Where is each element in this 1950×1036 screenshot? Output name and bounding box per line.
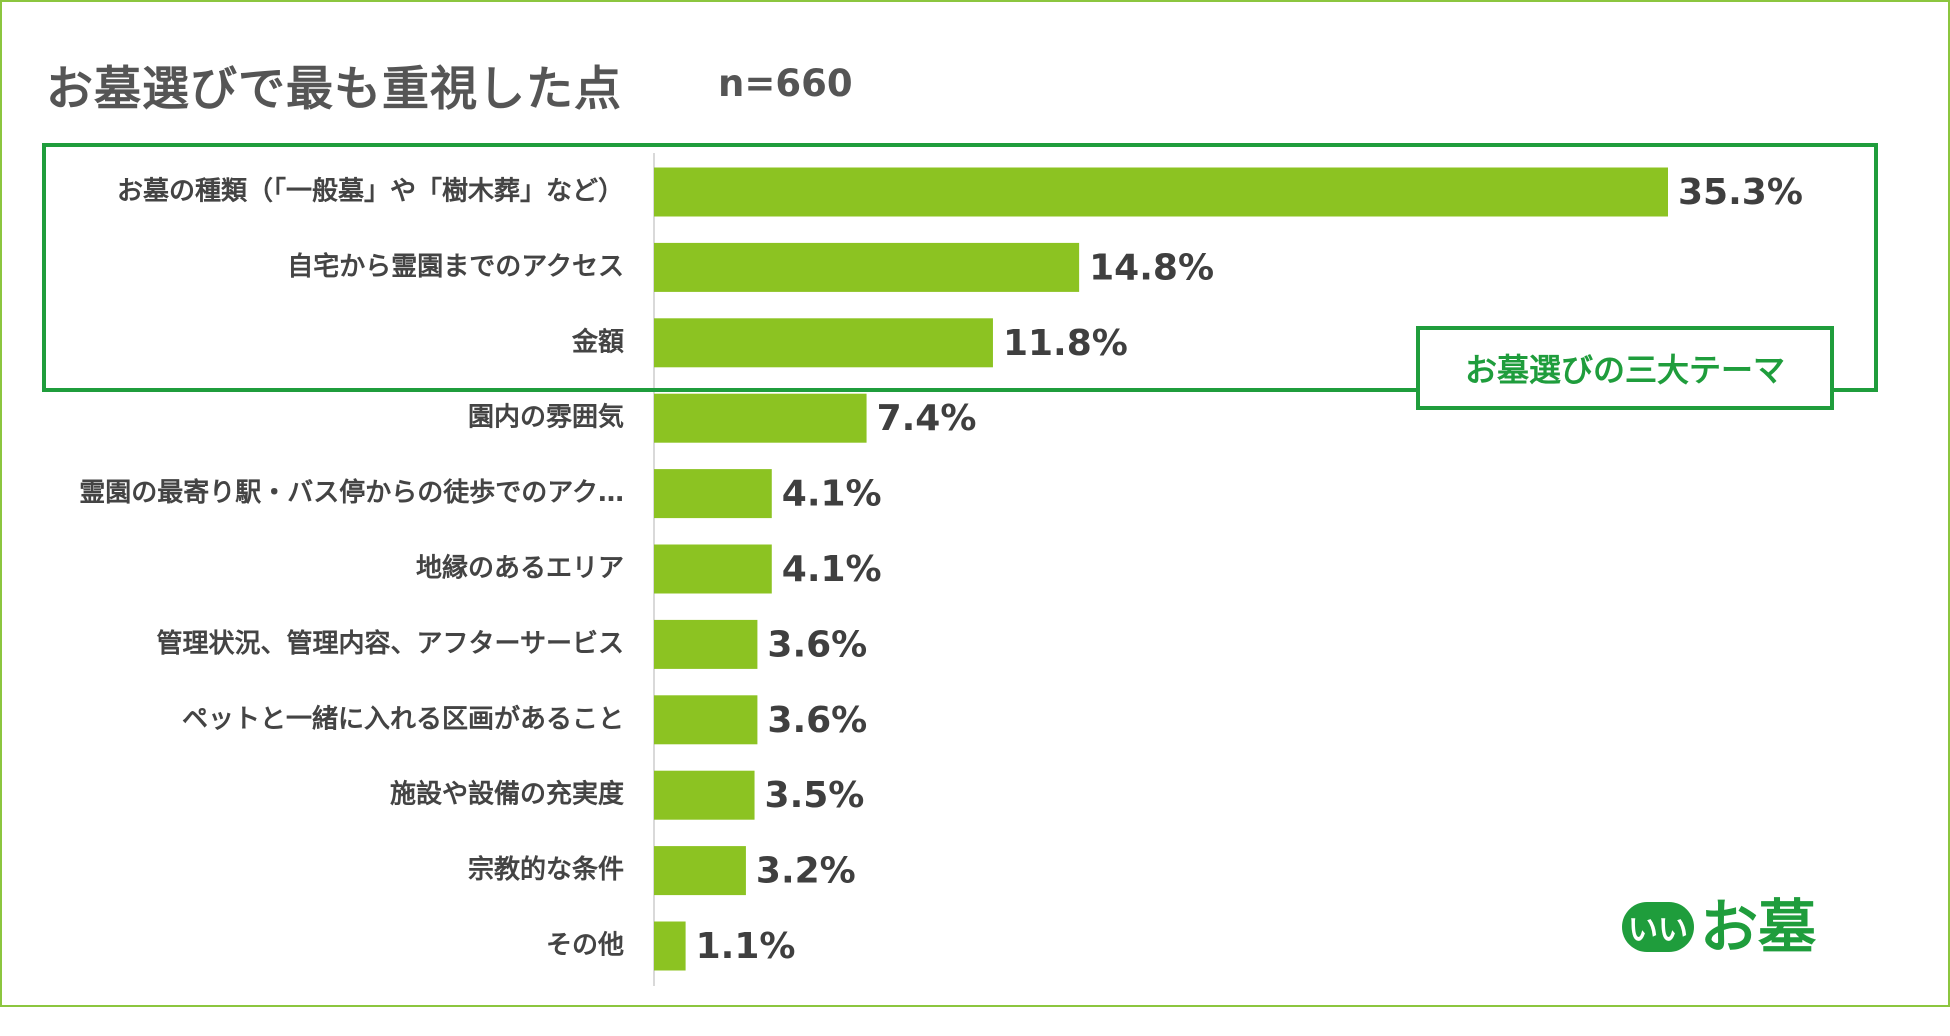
category-label: ペットと一緒に入れる区画があること xyxy=(182,703,624,734)
bar xyxy=(654,469,772,519)
category-label: 園内の雰囲気 xyxy=(468,402,624,433)
data-label: 11.8% xyxy=(1003,323,1128,364)
bar xyxy=(654,695,758,745)
category-label: 霊園の最寄り駅・バス停からの徒歩でのアク… xyxy=(79,477,624,508)
bar xyxy=(654,393,867,443)
bar xyxy=(654,846,746,896)
category-label: 金額 xyxy=(571,326,624,357)
bar xyxy=(654,242,1080,292)
brand-badge: いい xyxy=(1622,902,1694,952)
data-label: 4.1% xyxy=(782,474,882,515)
data-label: 3.5% xyxy=(765,775,865,816)
category-label: 自宅から霊園までのアクセス xyxy=(287,251,624,282)
data-label: 3.2% xyxy=(756,851,856,892)
data-label: 7.4% xyxy=(877,398,977,439)
bar xyxy=(654,921,686,971)
data-label: 3.6% xyxy=(767,700,867,741)
category-label: 地縁のあるエリア xyxy=(416,553,624,584)
bar xyxy=(654,770,755,820)
top-three-callout: お墓選びの三大テーマ xyxy=(1416,326,1834,410)
data-label: 4.1% xyxy=(782,549,882,590)
data-label: 1.1% xyxy=(696,926,796,967)
category-label: その他 xyxy=(546,931,624,961)
bar xyxy=(654,619,758,669)
category-label: 宗教的な条件 xyxy=(468,854,624,885)
brand-name: お墓 xyxy=(1700,893,1817,961)
data-label: 14.8% xyxy=(1089,247,1214,288)
category-label: 施設や設備の充実度 xyxy=(390,779,624,810)
sample-size: n=660 xyxy=(718,62,853,105)
data-label: 3.6% xyxy=(767,624,867,665)
bar xyxy=(654,318,993,368)
data-label: 35.3% xyxy=(1678,172,1803,213)
brand-logo: いい お墓 xyxy=(1622,898,1816,956)
category-label: 管理状況、管理内容、アフターサービス xyxy=(157,628,624,659)
bar xyxy=(654,167,1668,217)
bar xyxy=(654,544,772,594)
category-label: お墓の種類（「一般墓」や「樹木葬」など） xyxy=(117,176,624,207)
chart-title: お墓選びで最も重視した点 xyxy=(46,62,622,117)
